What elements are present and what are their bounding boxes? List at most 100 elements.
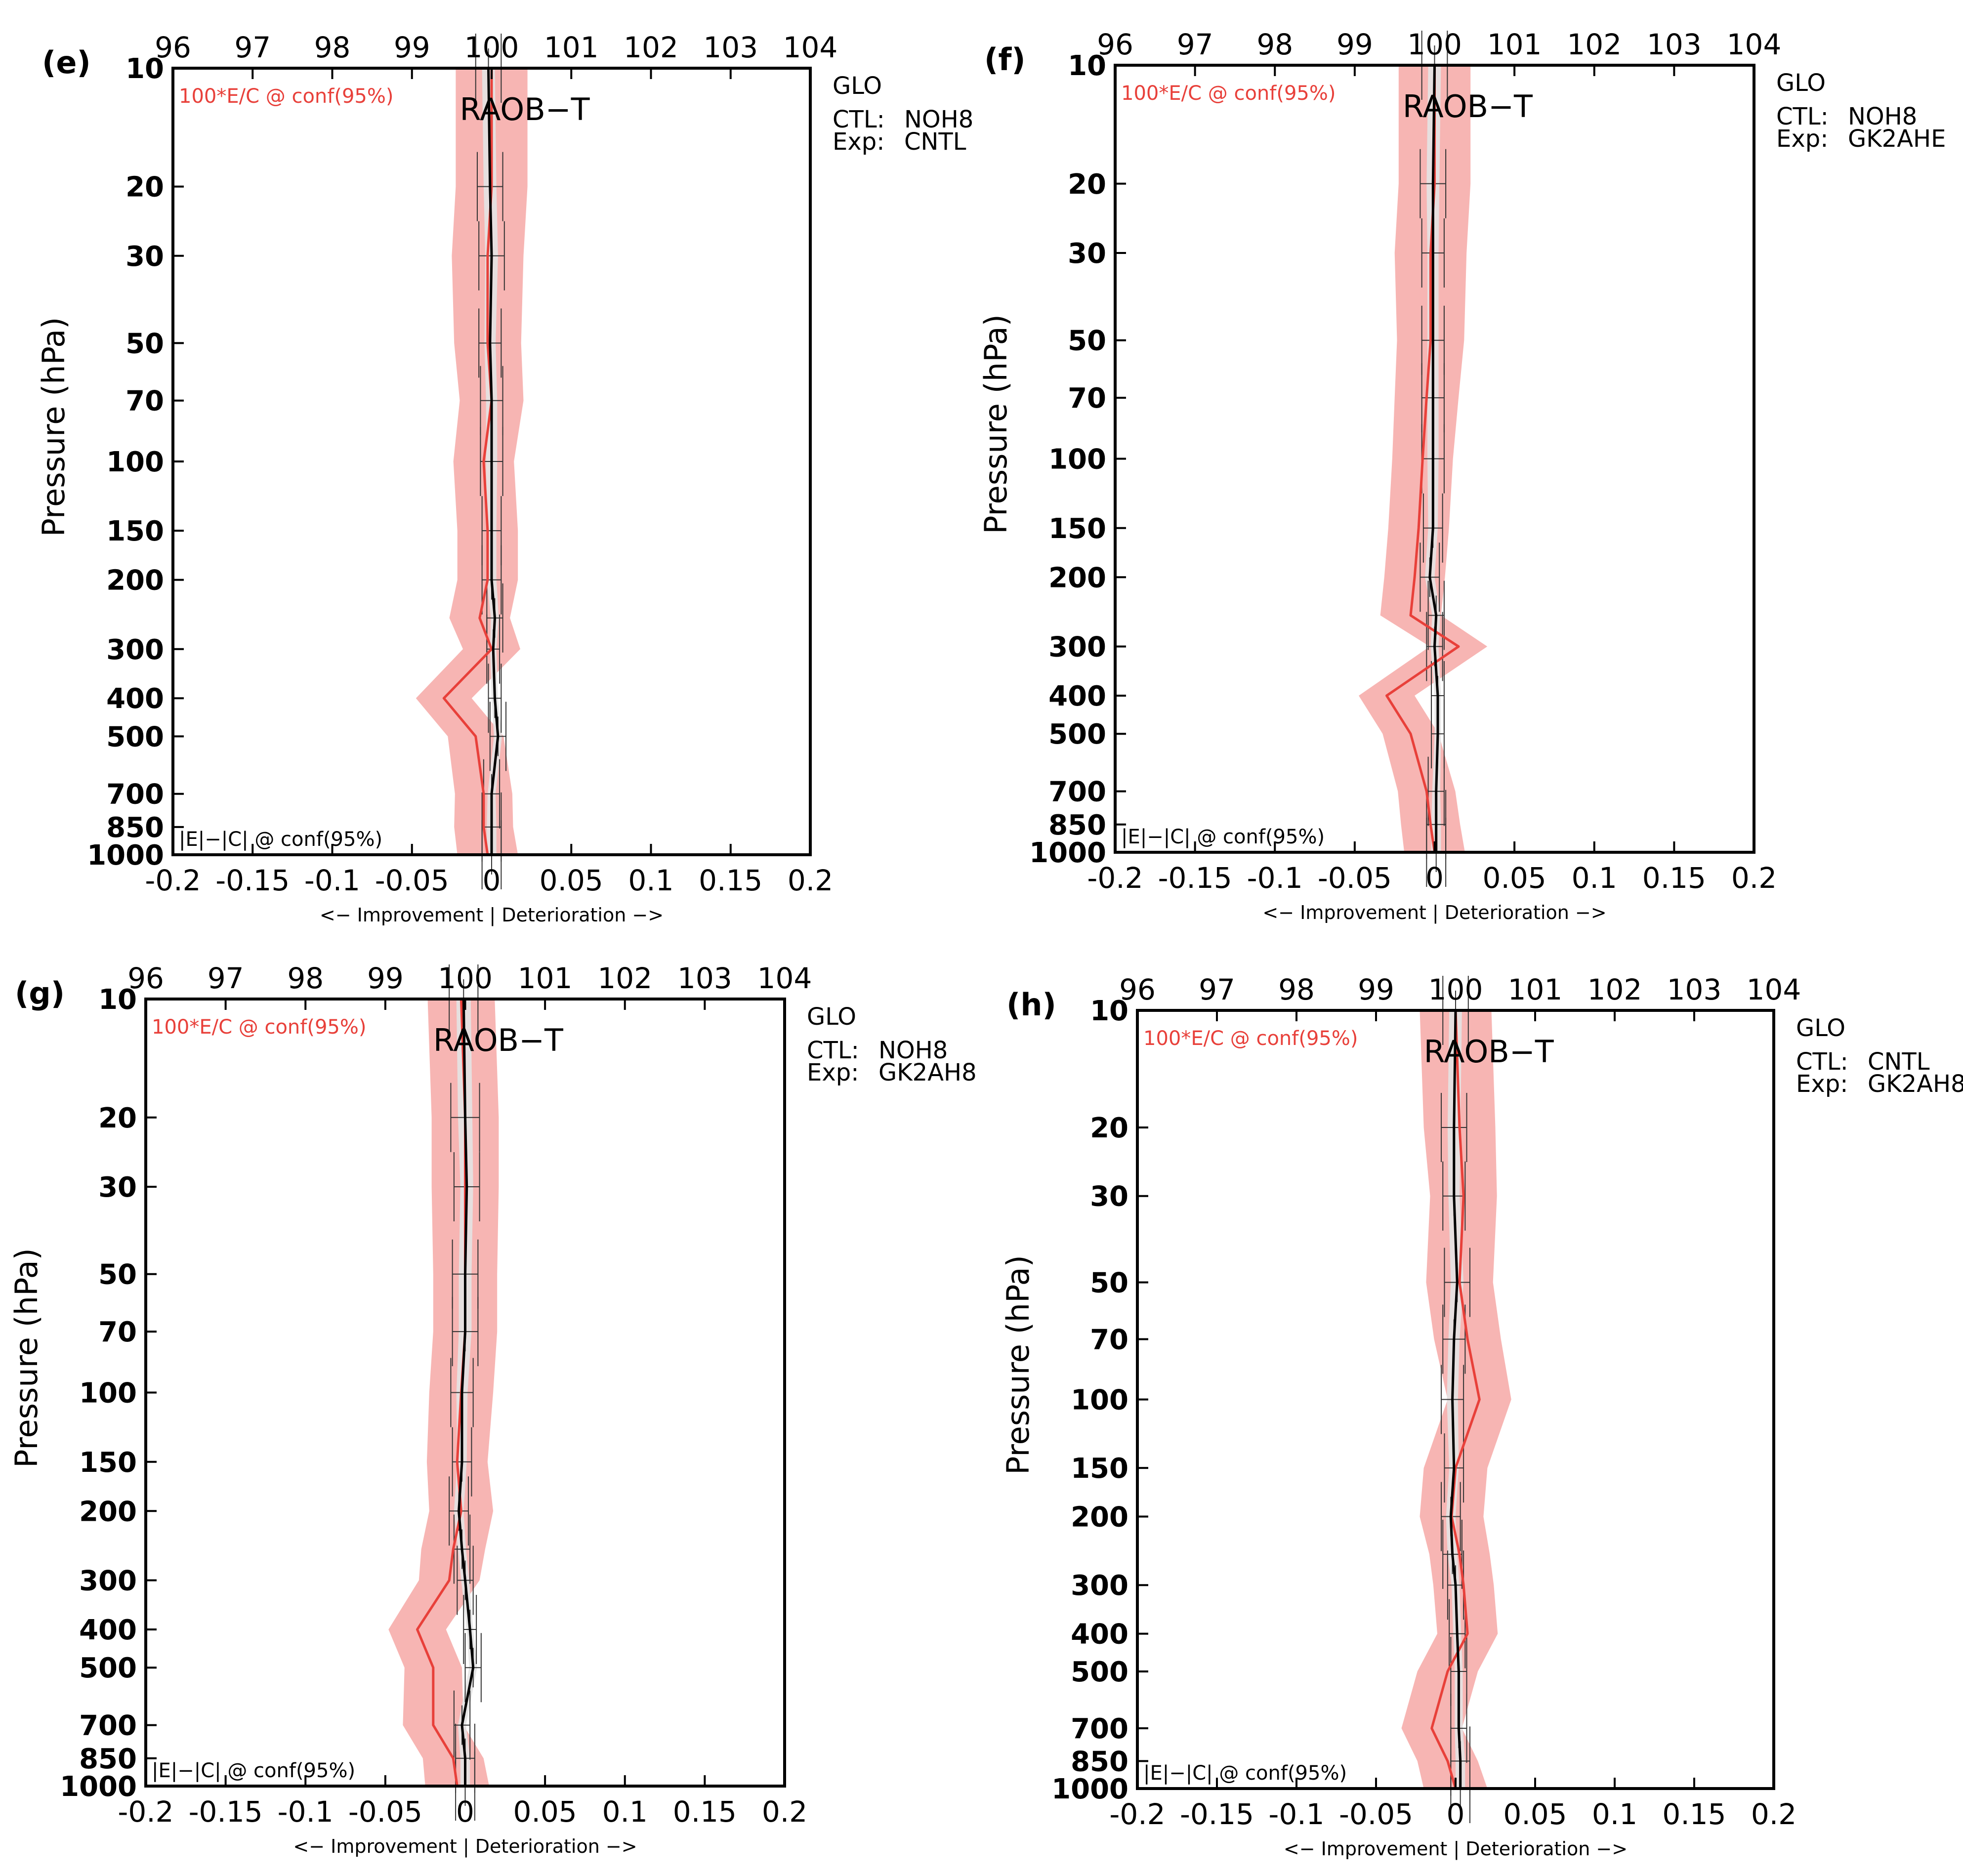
y-tick-label: 500 bbox=[1048, 718, 1106, 750]
top-tick-label: 103 bbox=[1667, 973, 1722, 1006]
y-tick-label: 20 bbox=[125, 171, 164, 204]
ctl-value: NOH8 bbox=[1848, 103, 1917, 130]
y-tick-label: 20 bbox=[98, 1102, 137, 1134]
x-tick-label: -0.15 bbox=[189, 1795, 263, 1829]
y-tick-label: 100 bbox=[106, 446, 164, 478]
exp-label: Exp: bbox=[833, 128, 884, 156]
y-tick-label: 10 bbox=[125, 53, 164, 85]
y-axis-title: Pressure (hPa) bbox=[978, 314, 1014, 534]
diff-line bbox=[458, 999, 475, 1786]
top-tick-label: 98 bbox=[314, 31, 351, 64]
top-tick-label: 104 bbox=[757, 961, 812, 995]
top-tick-label: 99 bbox=[1337, 28, 1373, 61]
diff-line bbox=[1428, 65, 1439, 852]
top-tick-label: 103 bbox=[1647, 28, 1702, 61]
y-tick-label: 30 bbox=[1068, 238, 1106, 270]
top-tick-label: 98 bbox=[287, 961, 324, 995]
y-tick-label: 100 bbox=[79, 1377, 137, 1410]
plot-title: RAOB−T bbox=[1403, 88, 1533, 125]
top-tick-label: 96 bbox=[1097, 28, 1133, 61]
diff-legend: |E|−|C| @ conf(95%) bbox=[1143, 1762, 1347, 1785]
diff-line bbox=[487, 68, 500, 855]
panel-label: (f) bbox=[984, 42, 1026, 78]
y-tick-label: 70 bbox=[1068, 382, 1106, 415]
y-axis-title: Pressure (hPa) bbox=[1000, 1255, 1036, 1475]
region-label: GLO bbox=[833, 72, 882, 100]
top-tick-label: 102 bbox=[1587, 973, 1642, 1006]
exp-value: GK2AH8 bbox=[878, 1059, 977, 1086]
x-tick-label: -0.05 bbox=[348, 1795, 422, 1829]
x-tick-label: -0.15 bbox=[215, 864, 290, 897]
top-tick-label: 97 bbox=[1199, 973, 1235, 1006]
y-tick-label: 300 bbox=[1048, 631, 1106, 664]
x-axis-title: <− Improvement | Deterioration −> bbox=[320, 904, 664, 926]
x-tick-label: 0.2 bbox=[762, 1795, 807, 1829]
y-tick-label: 30 bbox=[98, 1171, 137, 1204]
region-label: GLO bbox=[807, 1003, 856, 1031]
x-tick-label: 0 bbox=[483, 864, 501, 897]
ctl-value: CNTL bbox=[1868, 1048, 1930, 1076]
diff-legend: |E|−|C| @ conf(95%) bbox=[179, 828, 382, 851]
exp-value: GK2AHE bbox=[1848, 125, 1946, 153]
y-tick-label: 200 bbox=[1048, 562, 1106, 594]
region-label: GLO bbox=[1796, 1014, 1845, 1042]
ratio-line bbox=[1385, 65, 1460, 853]
y-tick-label: 50 bbox=[1090, 1267, 1128, 1299]
y-tick-label: 10 bbox=[98, 984, 137, 1016]
ratio-legend: 100*E/C @ conf(95%) bbox=[152, 1016, 366, 1039]
top-tick-label: 98 bbox=[1256, 28, 1293, 61]
y-tick-label: 850 bbox=[1071, 1746, 1128, 1778]
top-tick-label: 104 bbox=[1727, 28, 1782, 61]
x-tick-label: -0.05 bbox=[1339, 1797, 1413, 1831]
top-tick-label: 96 bbox=[1119, 973, 1156, 1006]
x-tick-label: 0.2 bbox=[1751, 1797, 1796, 1831]
ctl-label: CTL: bbox=[1796, 1048, 1848, 1076]
ratio-legend: 100*E/C @ conf(95%) bbox=[179, 85, 393, 108]
exp-value: GK2AH8 bbox=[1868, 1070, 1963, 1098]
ctl-value: NOH8 bbox=[878, 1037, 948, 1064]
chart-panel-e: -0.2 -0.15 -0.1 -0.05 0 0.05 0.1 0.15 0.2 96 97 98 9… bbox=[36, 31, 973, 926]
diff-legend: |E|−|C| @ conf(95%) bbox=[152, 1759, 355, 1782]
x-tick-label: 0.15 bbox=[673, 1795, 737, 1829]
panel-label: (e) bbox=[42, 44, 91, 81]
exp-label: Exp: bbox=[807, 1059, 859, 1086]
y-tick-label: 300 bbox=[1071, 1570, 1128, 1602]
top-tick-label: 103 bbox=[677, 961, 732, 995]
x-tick-label: -0.2 bbox=[1109, 1797, 1165, 1831]
top-tick-label: 100 bbox=[464, 31, 519, 64]
ctl-label: CTL: bbox=[1776, 103, 1829, 130]
ctl-label: CTL: bbox=[833, 106, 885, 133]
y-tick-label: 150 bbox=[79, 1447, 137, 1479]
top-tick-label: 97 bbox=[1177, 28, 1213, 61]
x-tick-label: 0.2 bbox=[1731, 861, 1777, 895]
y-tick-label: 150 bbox=[106, 515, 164, 547]
x-tick-label: 0.05 bbox=[513, 1795, 577, 1829]
y-tick-label: 200 bbox=[106, 565, 164, 597]
x-tick-label: 0 bbox=[1425, 861, 1444, 895]
ctl-label: CTL: bbox=[807, 1037, 859, 1064]
y-tick-label: 50 bbox=[98, 1259, 137, 1291]
x-tick-label: 0.2 bbox=[788, 864, 833, 897]
top-tick-label: 102 bbox=[597, 961, 652, 995]
ratio-confidence-band bbox=[416, 68, 528, 855]
top-tick-label: 100 bbox=[438, 961, 493, 995]
x-tick-label: 0.1 bbox=[1572, 861, 1617, 895]
region-label: GLO bbox=[1776, 69, 1826, 97]
y-tick-label: 1000 bbox=[87, 839, 164, 872]
y-tick-label: 30 bbox=[125, 241, 164, 273]
x-tick-label: 0.15 bbox=[699, 864, 762, 897]
x-tick-label: 0.15 bbox=[1662, 1797, 1726, 1831]
y-tick-label: 30 bbox=[1090, 1181, 1128, 1213]
diff-line bbox=[1449, 1010, 1462, 1789]
y-tick-label: 300 bbox=[106, 634, 164, 666]
top-tick-label: 101 bbox=[1508, 973, 1563, 1006]
top-tick-label: 100 bbox=[1407, 28, 1462, 61]
y-tick-label: 850 bbox=[1048, 809, 1106, 841]
y-tick-label: 150 bbox=[1071, 1453, 1128, 1485]
top-tick-label: 101 bbox=[544, 31, 599, 64]
x-tick-label: 0.1 bbox=[1592, 1797, 1637, 1831]
x-tick-label: -0.15 bbox=[1180, 1797, 1254, 1831]
x-tick-label: -0.1 bbox=[304, 864, 360, 897]
exp-label: Exp: bbox=[1776, 125, 1828, 153]
y-tick-label: 200 bbox=[1071, 1501, 1128, 1534]
